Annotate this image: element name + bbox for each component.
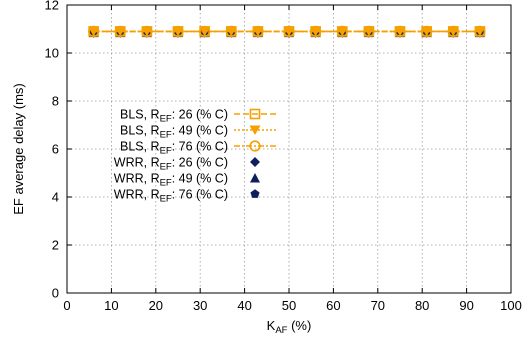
legend: BLS, REF: 26 (% C)BLS, REF: 49 (% C)BLS,… bbox=[114, 108, 276, 205]
data-point bbox=[363, 26, 375, 37]
grid-layer bbox=[67, 5, 511, 293]
data-point bbox=[283, 25, 295, 37]
data-point bbox=[447, 26, 459, 37]
legend-marker bbox=[249, 140, 261, 152]
x-tick-label: 0 bbox=[63, 298, 70, 313]
legend-label: WRR, REF: 26 (% C) bbox=[114, 156, 228, 173]
legend-label: BLS, REF: 76 (% C) bbox=[120, 140, 228, 157]
x-tick-label: 30 bbox=[193, 298, 207, 313]
x-tick-label: 20 bbox=[149, 298, 163, 313]
x-tick-label: 60 bbox=[326, 298, 340, 313]
data-point bbox=[172, 25, 184, 37]
legend-marker bbox=[250, 157, 260, 167]
legend-label: BLS, REF: 26 (% C) bbox=[120, 108, 228, 125]
legend-marker bbox=[250, 189, 260, 198]
data-point bbox=[225, 25, 237, 37]
data-point bbox=[363, 25, 375, 37]
data-point bbox=[310, 25, 322, 37]
x-tick-label: 70 bbox=[371, 298, 385, 313]
legend-label: BLS, REF: 49 (% C) bbox=[120, 124, 228, 141]
data-point bbox=[114, 25, 126, 37]
legend-label: WRR, REF: 76 (% C) bbox=[114, 188, 228, 205]
legend-marker bbox=[250, 173, 260, 183]
data-point bbox=[394, 25, 406, 37]
y-tick-label: 4 bbox=[52, 190, 59, 205]
legend-marker bbox=[249, 108, 261, 120]
data-point bbox=[474, 25, 486, 37]
data-point bbox=[88, 25, 100, 37]
y-tick-label: 12 bbox=[45, 0, 59, 13]
x-tick-label: 40 bbox=[237, 298, 251, 313]
legend-marker bbox=[249, 125, 261, 135]
legend-label: WRR, REF: 49 (% C) bbox=[114, 172, 228, 189]
x-tick-label: 80 bbox=[415, 298, 429, 313]
y-axis-label: EF average delay (ms) bbox=[11, 83, 26, 215]
data-point bbox=[141, 25, 153, 37]
series-layer bbox=[88, 25, 486, 38]
y-tick-label: 8 bbox=[52, 94, 59, 109]
x-tick-label: 100 bbox=[500, 298, 522, 313]
x-tick-label: 10 bbox=[104, 298, 118, 313]
y-tick-label: 0 bbox=[52, 286, 59, 301]
data-point bbox=[421, 25, 433, 37]
data-point bbox=[199, 25, 211, 37]
tick-layer: 0 10 20 30 40 50 60 70 80 90 100 0 2 4 6 8 10 12 bbox=[45, 0, 522, 313]
x-tick-label: 90 bbox=[459, 298, 473, 313]
y-tick-label: 6 bbox=[52, 142, 59, 157]
data-point bbox=[336, 25, 348, 37]
y-tick-label: 10 bbox=[45, 46, 59, 61]
data-point bbox=[394, 26, 406, 37]
series-2 bbox=[88, 25, 486, 37]
y-tick-label: 2 bbox=[52, 238, 59, 253]
x-axis-label: KAF (%) bbox=[267, 318, 312, 336]
x-tick-label: 50 bbox=[282, 298, 296, 313]
data-point bbox=[447, 25, 459, 37]
data-point bbox=[252, 25, 264, 37]
